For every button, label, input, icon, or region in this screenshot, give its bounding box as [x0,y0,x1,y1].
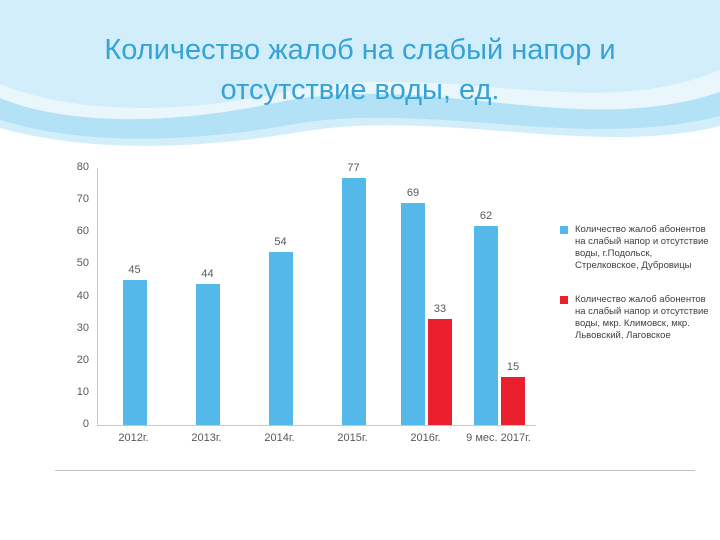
bar-value-label: 69 [406,187,420,200]
legend-item: Количество жалоб абонентов на слабый нап… [560,224,710,272]
bar-value-label: 15 [506,360,520,373]
y-axis-label: 70 [76,193,89,206]
x-axis-label: 9 мес. 2017г. [466,432,531,444]
y-axis-label: 50 [76,257,89,270]
y-axis-label: 40 [76,289,89,302]
x-axis-label: 2015г. [337,432,368,444]
chart-legend: Количество жалоб абонентов на слабый нап… [560,224,710,342]
legend-item: Количество жалоб абонентов на слабый нап… [560,294,710,342]
y-axis-label: 60 [76,225,89,238]
bar [341,177,366,425]
bar-value-label: 54 [274,235,287,248]
bar [268,251,293,425]
x-axis-label: 2014г. [264,432,295,444]
bar [401,203,425,425]
bar-value-label: 77 [347,161,360,174]
y-axis-label: 30 [76,321,89,334]
y-axis-label: 80 [76,161,89,173]
bar-value-label: 62 [479,209,493,222]
legend-swatch [560,296,568,304]
x-axis-label: 2012г. [118,432,149,444]
plot-area: 45 44 54 77 69 33 62 15 [97,162,536,426]
decorative-waves [0,0,720,146]
bar [195,283,220,425]
bar [474,225,498,425]
bar-value-label: 44 [201,267,214,280]
bar-chart: 0 10 20 30 40 50 60 70 80 45 44 54 77 69 33 62 15 2012г… [55,160,545,465]
bar [122,280,147,425]
bar [428,319,452,425]
x-axis-label: 2016г. [410,432,441,444]
legend-swatch [560,226,568,234]
y-axis-label: 20 [76,353,89,366]
legend-label: Количество жалоб абонентов на слабый нап… [575,294,709,341]
bar-value-label: 45 [128,264,141,277]
x-axis-label: 2013г. [191,432,222,444]
bar [501,376,525,425]
bar-value-label: 33 [433,302,447,315]
x-axis: 2012г. 2013г. 2014г. 2015г. 2016г. 9 мес. 201… [97,432,535,450]
slide-title: Количество жалоб на слабый напор и отсут… [104,34,616,106]
footer-divider [55,470,695,471]
y-axis-label: 0 [82,418,89,430]
y-axis-label: 10 [76,385,89,398]
legend-label: Количество жалоб абонентов на слабый нап… [575,224,709,271]
